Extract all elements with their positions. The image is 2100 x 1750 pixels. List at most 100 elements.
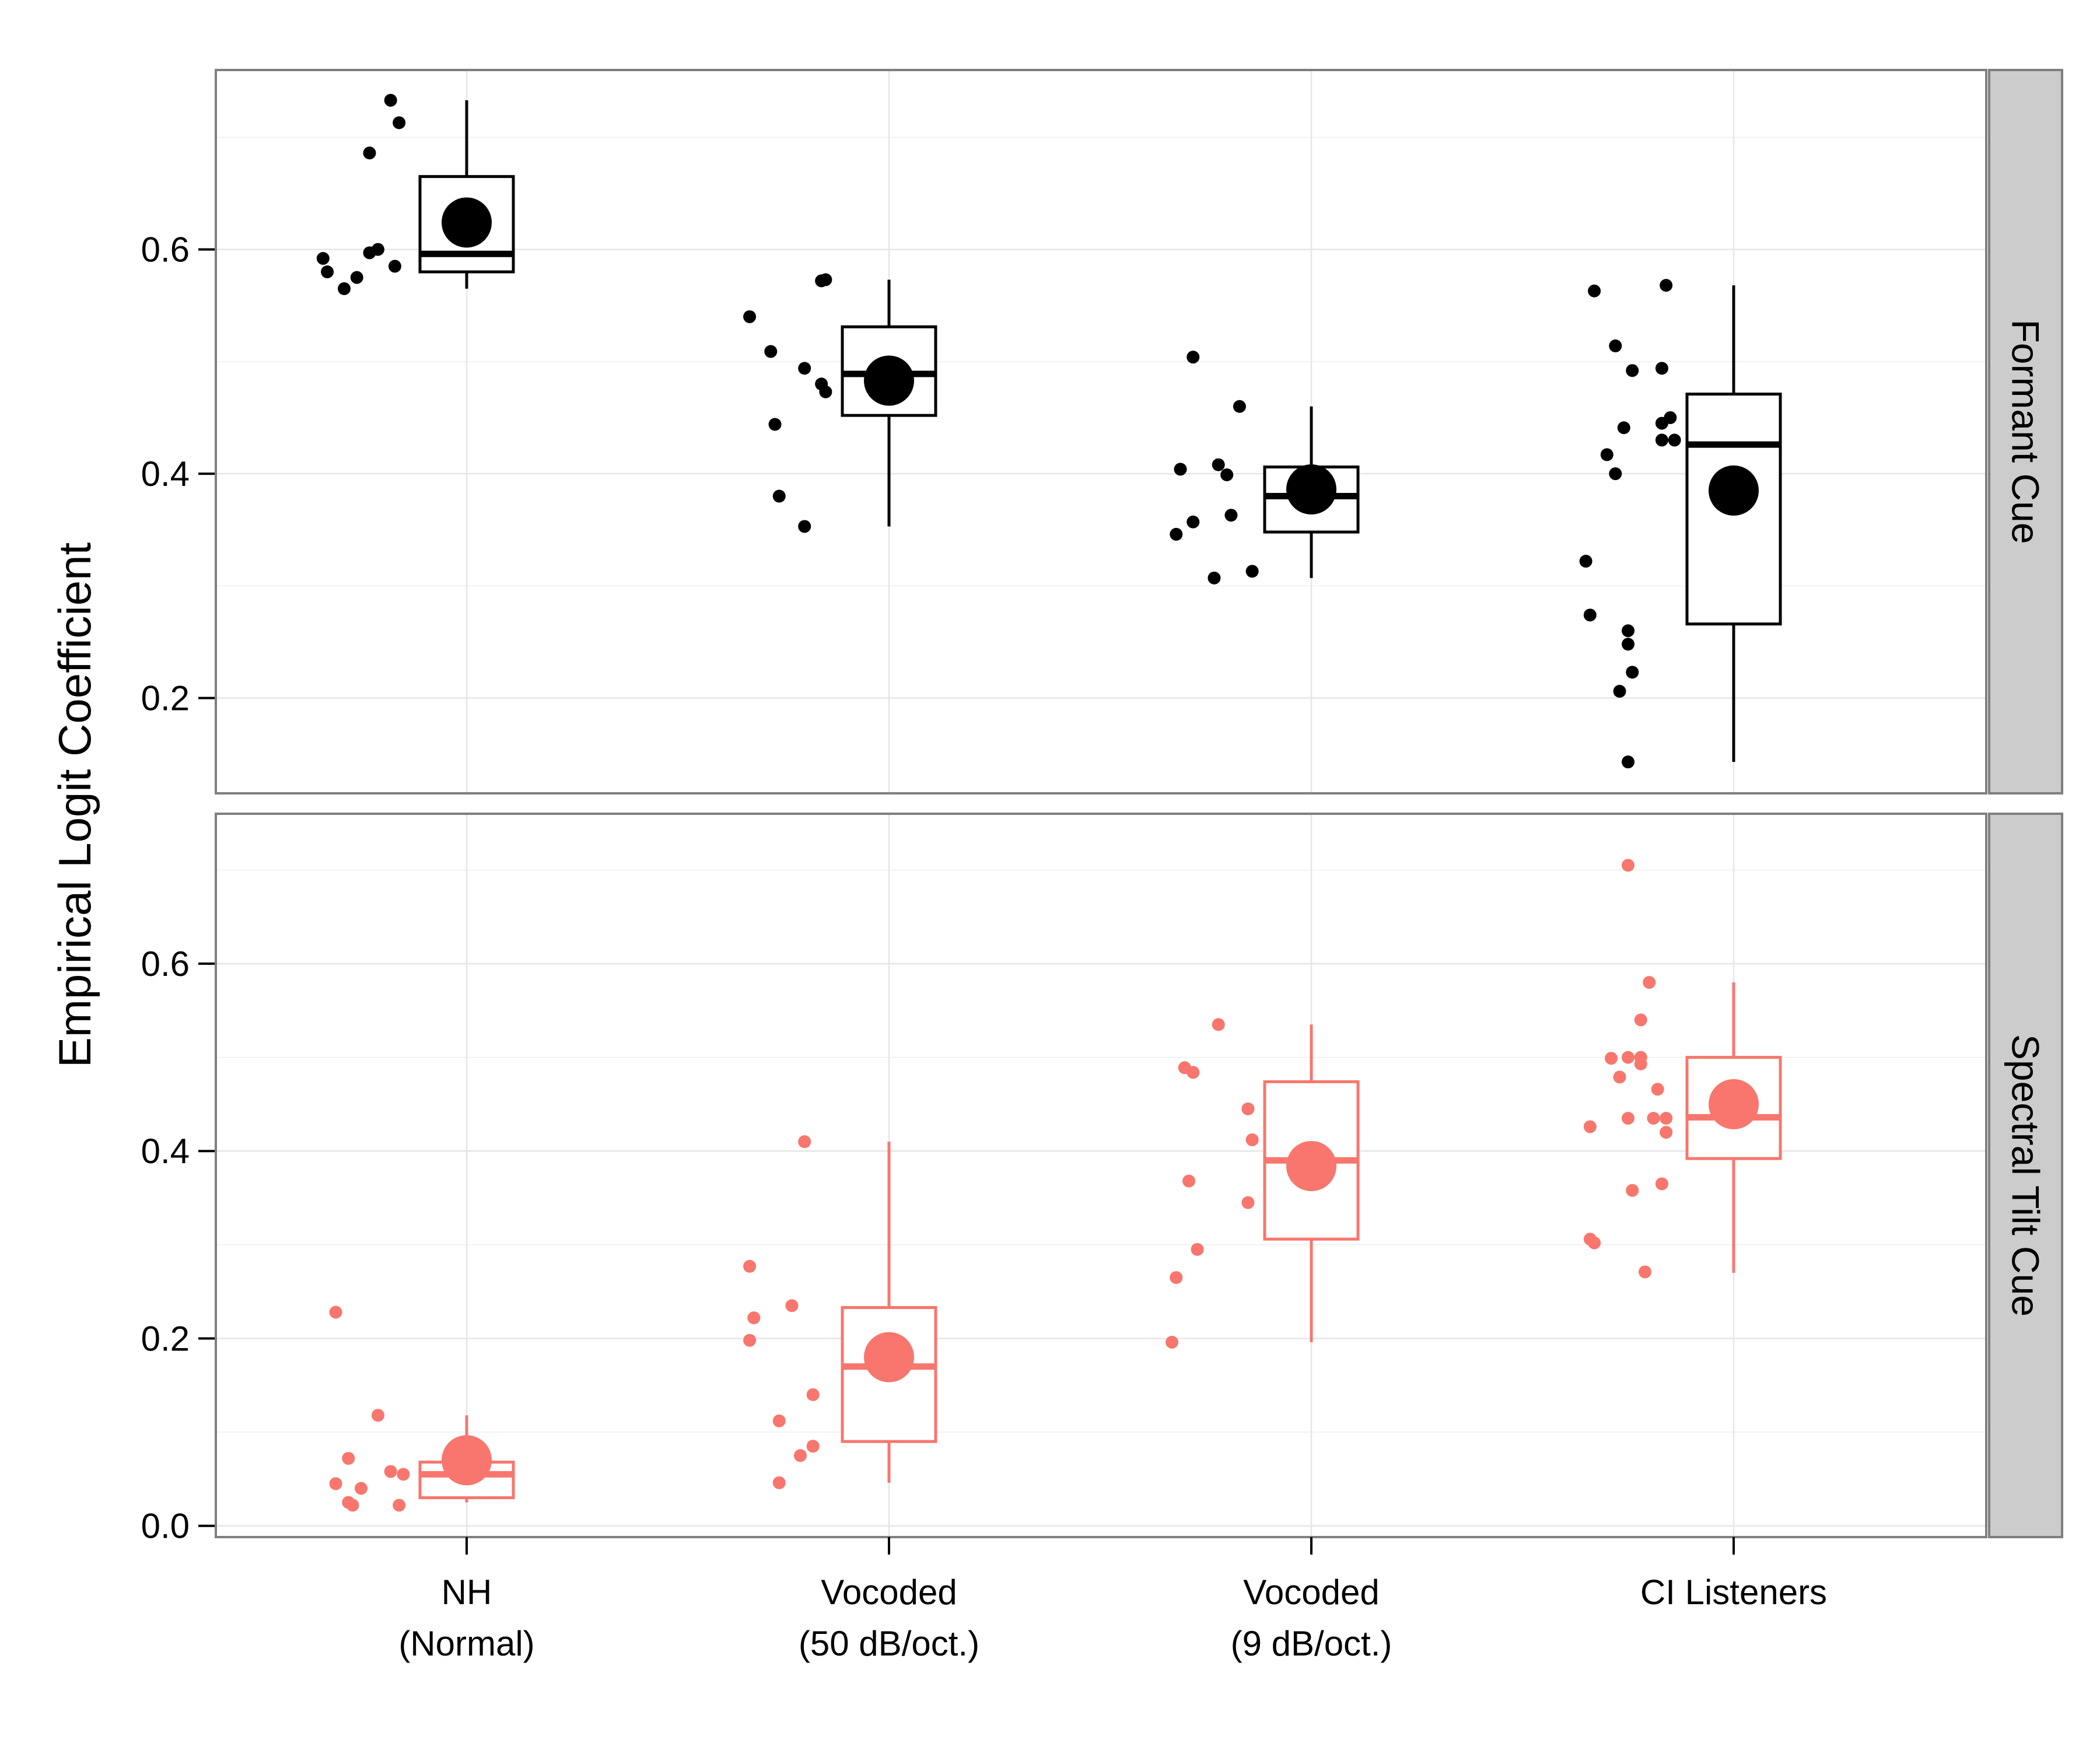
data-point	[1660, 279, 1673, 292]
data-point	[338, 282, 351, 295]
panel-border	[215, 69, 1987, 794]
interquartile-box	[418, 1461, 515, 1500]
data-point	[798, 520, 811, 533]
data-point	[1588, 284, 1601, 298]
data-point	[819, 273, 832, 286]
data-point	[1622, 638, 1634, 651]
panel-1: 0.2 0.4 0.6 Formant Cue	[141, 69, 2063, 794]
data-point	[1655, 362, 1668, 375]
facet-strip	[1988, 69, 2063, 794]
data-point	[1220, 468, 1234, 482]
data-point	[342, 1452, 355, 1465]
x-tick-label: Vocoded (50 dB/oct.)	[799, 1573, 979, 1663]
data-point	[321, 265, 334, 279]
data-point	[397, 1468, 410, 1481]
y-tick-label: 0.6	[141, 944, 190, 984]
data-point	[1626, 1184, 1639, 1197]
data-point	[772, 1476, 786, 1489]
data-point	[1638, 1265, 1651, 1279]
y-tick-label: 0.4	[141, 454, 190, 494]
data-point	[764, 345, 778, 358]
data-point	[1622, 1051, 1634, 1064]
panel-2: 0.0 0.2 0.4 0.6 Spectral Tilt Cue	[141, 813, 2063, 1546]
x-axis: NH (Normal) Vocoded (50 dB/oct.) Vocoded (9 d…	[398, 1537, 1827, 1663]
data-point	[1643, 976, 1656, 989]
data-point	[785, 1299, 799, 1312]
data-point	[798, 1135, 811, 1149]
data-point	[743, 1259, 757, 1273]
data-point	[1191, 1242, 1204, 1256]
data-point	[772, 1414, 786, 1427]
data-point	[1600, 448, 1614, 461]
y-tick-label: 0.0	[141, 1507, 190, 1546]
data-point	[1655, 1177, 1668, 1191]
data-point	[1212, 1018, 1225, 1031]
mean-marker	[442, 197, 492, 248]
y-tick-label: 0.2	[141, 679, 190, 718]
data-point	[329, 1306, 342, 1319]
data-point	[819, 385, 832, 398]
x-tick-label: Vocoded (9 dB/oct.)	[1231, 1573, 1392, 1663]
data-point	[371, 1409, 384, 1422]
data-point	[1634, 1057, 1647, 1070]
data-point	[747, 1311, 761, 1325]
data-point	[1664, 411, 1677, 424]
facet-strip-label: Spectral Tilt Cue	[2004, 1034, 2048, 1317]
data-point	[793, 1449, 807, 1462]
data-point	[806, 1388, 820, 1401]
data-point	[329, 1477, 342, 1490]
data-point	[1186, 351, 1200, 364]
data-point	[1224, 509, 1238, 522]
mean-marker	[1286, 1140, 1336, 1191]
mean-marker	[1709, 1079, 1759, 1129]
data-point	[350, 271, 363, 284]
data-point	[1609, 467, 1622, 481]
data-point	[388, 260, 401, 273]
data-point	[1583, 608, 1597, 622]
mean-marker	[1286, 464, 1336, 515]
data-point	[772, 489, 786, 503]
data-point	[355, 1482, 368, 1495]
data-point	[1660, 1112, 1673, 1125]
data-point	[1245, 565, 1259, 578]
data-point	[1617, 421, 1630, 435]
data-point	[1186, 1066, 1200, 1079]
data-point	[316, 251, 330, 265]
y-tick-label: 0.2	[141, 1319, 190, 1358]
mean-marker	[864, 355, 914, 406]
data-point	[1170, 1271, 1183, 1284]
data-point	[1613, 685, 1626, 698]
mean-marker	[442, 1435, 492, 1486]
data-point	[384, 1465, 397, 1478]
data-point	[798, 362, 811, 375]
data-point	[363, 146, 376, 160]
data-point	[1170, 527, 1183, 541]
data-point	[1241, 1196, 1255, 1209]
facet-strip-label: Formant Cue	[2004, 319, 2048, 544]
data-point	[1579, 555, 1592, 568]
x-tick-label: NH (Normal)	[398, 1573, 534, 1663]
data-point	[1651, 1083, 1664, 1096]
data-point	[1241, 1102, 1255, 1115]
data-point	[1609, 339, 1622, 352]
data-point	[1605, 1052, 1618, 1065]
y-tick-label: 0.6	[141, 230, 190, 270]
data-point	[743, 1334, 757, 1347]
y-tick-label: 0.4	[141, 1132, 190, 1171]
data-point	[393, 116, 406, 130]
data-point	[1613, 1070, 1626, 1084]
data-point	[1583, 1120, 1597, 1133]
data-point	[1166, 1335, 1179, 1349]
data-point	[1622, 859, 1634, 872]
mean-marker	[864, 1332, 914, 1382]
data-point	[1186, 515, 1200, 528]
data-point	[1208, 571, 1221, 584]
data-point	[1622, 624, 1634, 638]
x-tick-label: CI Listeners	[1640, 1573, 1827, 1612]
data-point	[1174, 463, 1187, 476]
data-point	[1660, 1126, 1673, 1139]
data-point	[1233, 400, 1246, 413]
data-point	[768, 418, 782, 431]
data-point	[1622, 1112, 1634, 1125]
